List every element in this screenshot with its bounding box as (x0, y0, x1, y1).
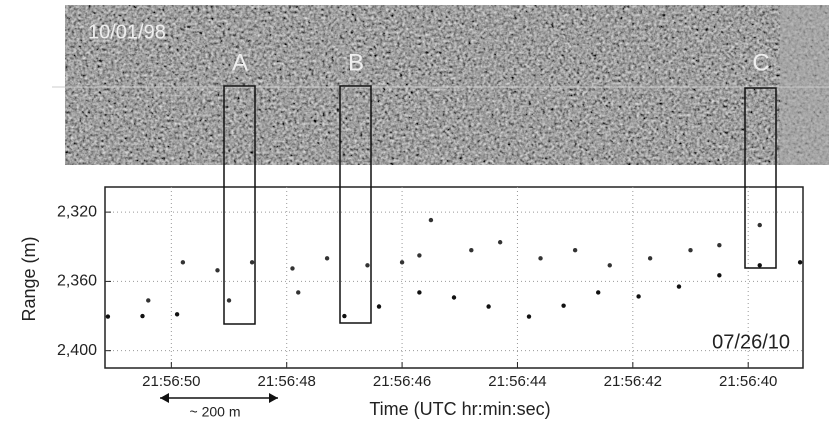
plot-area: 2,320 2,360 2,400 21:56:50 21:56:48 21:56:46 2… (57, 187, 803, 390)
data-point (290, 266, 295, 271)
plot-date: 07/26/10 (712, 331, 790, 353)
data-point (140, 313, 145, 319)
x-tick-label: 21:56:42 (604, 373, 662, 390)
data-point (215, 268, 220, 273)
data-point (417, 253, 422, 258)
data-point (226, 298, 232, 303)
data-point (647, 256, 653, 261)
x-tick-label: 21:56:46 (373, 373, 431, 390)
y-tick-label: 2,400 (57, 342, 97, 359)
data-point (572, 248, 578, 253)
data-point (717, 273, 722, 278)
data-point (180, 260, 186, 265)
box-label: B (348, 49, 364, 76)
data-point (607, 263, 612, 268)
scale-label: ~ 200 m (190, 404, 241, 420)
y-axis-label: Range (m) (19, 236, 39, 321)
data-point (596, 290, 601, 295)
image-date: 10/01/98 (88, 21, 166, 43)
data-point (342, 313, 347, 319)
y-tick-label: 2,360 (57, 273, 97, 290)
data-point (365, 263, 370, 268)
data-point (399, 260, 405, 265)
data-point (688, 248, 693, 253)
data-point (469, 248, 474, 253)
region-box (223, 85, 256, 325)
x-tick-label: 21:56:50 (142, 373, 200, 390)
data-point (451, 295, 457, 300)
x-tick-label: 21:56:44 (488, 373, 546, 390)
region-box (339, 85, 372, 324)
box-label: A (232, 49, 248, 76)
x-tick-label: 21:56:40 (719, 373, 777, 390)
y-tick-label: 2,320 (57, 203, 97, 220)
data-point (497, 240, 503, 245)
image-bright-edge (780, 5, 829, 165)
data-point (174, 312, 180, 317)
data-point (797, 260, 803, 265)
data-point (561, 303, 566, 308)
data-point (757, 263, 762, 268)
data-point (486, 304, 491, 309)
data-point (526, 314, 532, 319)
data-point (105, 314, 111, 319)
data-point (757, 222, 762, 228)
data-point (249, 260, 255, 265)
data-point (376, 304, 382, 309)
data-point (717, 242, 722, 248)
data-point (636, 294, 641, 299)
data-point (538, 256, 543, 261)
data-point (146, 298, 151, 303)
box-label: C (752, 49, 769, 76)
data-point (676, 284, 682, 289)
x-axis-label: Time (UTC hr:min:sec) (369, 399, 550, 419)
region-box (744, 87, 777, 269)
aerial-image (65, 5, 829, 165)
plot-frame (104, 186, 804, 369)
x-tick-label: 21:56:48 (258, 373, 316, 390)
data-point (324, 256, 330, 261)
data-point (417, 290, 422, 295)
data-point (296, 290, 301, 295)
data-point (428, 217, 434, 223)
